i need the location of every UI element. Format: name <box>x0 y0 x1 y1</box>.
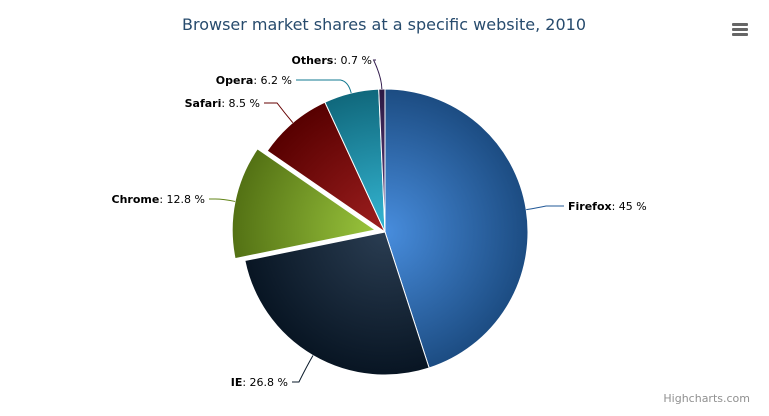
connector-others <box>372 59 383 90</box>
data-label-chrome: Chrome: 12.8 % <box>112 193 205 206</box>
credits-link[interactable]: Highcharts.com <box>663 392 750 405</box>
data-label-firefox: Firefox: 45 % <box>568 200 647 213</box>
data-label-opera: Opera: 6.2 % <box>216 74 292 87</box>
data-label-ie: IE: 26.8 % <box>231 376 288 389</box>
pie-slice-firefox[interactable] <box>384 88 529 369</box>
connector-opera <box>296 79 352 94</box>
pie-slice-ie[interactable] <box>244 231 430 376</box>
data-label-safari: Safari: 8.5 % <box>185 97 260 110</box>
chart-title: Browser market shares at a specific webs… <box>182 15 586 34</box>
hamburger-menu-icon[interactable] <box>728 18 752 40</box>
connector-firefox <box>526 205 564 211</box>
data-label-others: Others: 0.7 % <box>291 54 372 67</box>
connector-safari <box>264 102 294 124</box>
pie-slice-others[interactable] <box>378 88 386 233</box>
connector-ie <box>292 355 314 383</box>
connector-chrome <box>209 198 236 202</box>
